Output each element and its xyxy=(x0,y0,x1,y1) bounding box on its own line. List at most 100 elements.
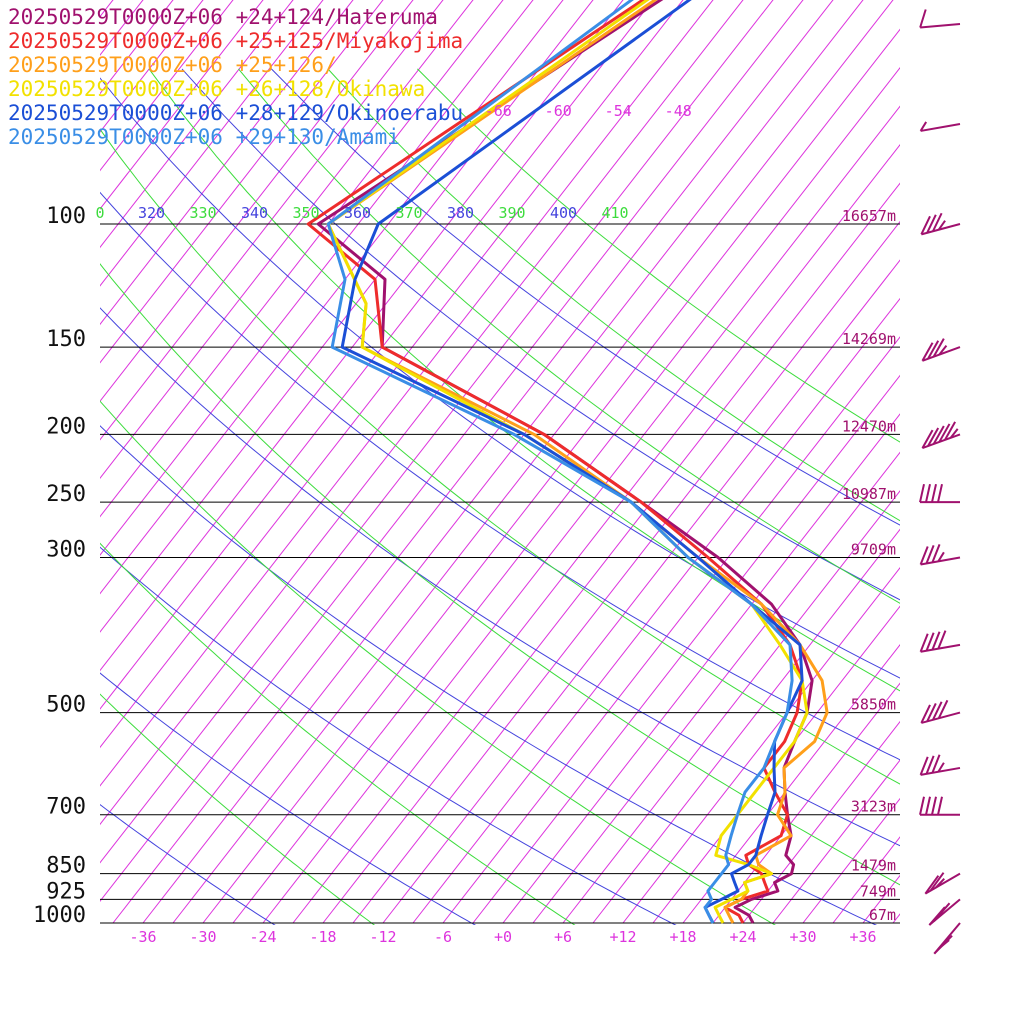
wind-barbs xyxy=(919,9,961,955)
isotherm-line xyxy=(742,720,900,924)
height-label: 9709m xyxy=(851,541,896,559)
moist-adiabat-line xyxy=(238,68,900,604)
pressure-label: 200 xyxy=(46,414,86,439)
x-tick-label: +30 xyxy=(789,928,816,946)
wind-barb-flag xyxy=(919,121,928,132)
wind-barb-flag xyxy=(931,754,941,774)
x-tick-label: +36 xyxy=(849,928,876,946)
isotherm-line xyxy=(802,797,900,924)
wind-barb-flag xyxy=(937,551,945,562)
wind-barb-flag xyxy=(924,875,940,895)
wind-barb-flag xyxy=(937,483,943,503)
isotherm-line xyxy=(832,836,900,924)
wind-barb-flag xyxy=(919,756,929,776)
isotherm-line xyxy=(142,0,864,924)
x-tick-label: +24 xyxy=(729,928,756,946)
dry-adiabat-line xyxy=(100,307,900,847)
legend-entry: 20250529T0000Z+06 +24+124/Hateruma xyxy=(8,5,438,29)
x-tick-label: +18 xyxy=(669,928,696,946)
wind-barb xyxy=(919,796,960,816)
isotherm-top-label: -60 xyxy=(545,102,572,120)
x-tick-label: +0 xyxy=(494,928,512,946)
dry-adiabat-line xyxy=(100,191,900,761)
isotherm-line xyxy=(292,143,900,924)
isotherm-top-label: -48 xyxy=(665,102,692,120)
pressure-label: 925 xyxy=(46,879,86,904)
axis-labels: 100 16657m 150 14269m 200 12470m 250 10987m 300 9… xyxy=(33,102,896,946)
dry-adiabat-line xyxy=(100,803,276,925)
wind-barb xyxy=(920,699,961,724)
isotherm-line xyxy=(100,0,354,326)
legend: 20250529T0000Z+06 +24+124/Hateruma202505… xyxy=(8,5,463,149)
height-label: 1479m xyxy=(851,857,896,875)
wind-barb-flag xyxy=(937,220,946,231)
wind-barb-flag xyxy=(937,796,943,815)
wind-barb-flag xyxy=(925,755,935,775)
wind-barb-flag xyxy=(938,423,951,443)
theta-label: 410 xyxy=(601,204,628,222)
wind-barb-flag xyxy=(927,340,940,360)
isotherm-line xyxy=(100,0,294,249)
x-tick-label: -30 xyxy=(189,928,216,946)
pressure-label: 500 xyxy=(46,693,86,718)
isotherm-line xyxy=(100,0,234,172)
theta-label: 400 xyxy=(550,204,577,222)
wind-barb-flag xyxy=(925,796,931,815)
theta-label: 390 xyxy=(498,204,525,222)
isotherm-line xyxy=(0,0,7,923)
height-label: 749m xyxy=(860,882,896,900)
height-label: 14269m xyxy=(842,330,896,348)
x-tick-label: -36 xyxy=(129,928,156,946)
isotherm-line xyxy=(1013,0,1024,923)
moist-adiabat-line xyxy=(100,542,576,925)
isotherm-line xyxy=(412,297,900,924)
wind-barb xyxy=(919,121,961,132)
pressure-label: 1000 xyxy=(33,903,86,928)
wind-barb-flag xyxy=(920,704,931,724)
height-label: 3123m xyxy=(851,798,896,816)
wind-barb xyxy=(919,544,961,566)
moist-adiabat-line xyxy=(100,400,776,925)
wind-barb-flag xyxy=(937,939,950,950)
theta-label: 340 xyxy=(241,204,268,222)
wind-barb-flag xyxy=(937,699,949,719)
height-label: 10987m xyxy=(842,485,896,503)
isotherm-line xyxy=(232,67,900,924)
theta-label: 0 xyxy=(95,204,104,222)
theta-label: 370 xyxy=(395,204,422,222)
isotherm-line xyxy=(772,759,900,924)
wind-barb-flag xyxy=(932,338,945,358)
wind-barb xyxy=(920,212,961,236)
isotherm-line xyxy=(100,0,594,633)
wind-barb-flag xyxy=(937,630,947,650)
wind-barb-flag xyxy=(935,877,945,889)
dry-adiabat-line xyxy=(271,68,900,526)
wind-barb-flag xyxy=(921,342,934,362)
height-label: 5850m xyxy=(851,696,896,714)
wind-barb xyxy=(919,483,960,504)
isotherm-line xyxy=(923,0,1024,923)
wind-barb-flag xyxy=(931,796,937,815)
wind-barb-staff xyxy=(920,123,961,132)
legend-entry: 20250529T0000Z+06 +26+128/Okinawa xyxy=(8,77,425,101)
legend-entry: 20250529T0000Z+06 +25+125/Miyakojima xyxy=(8,29,463,53)
wind-barb-flag xyxy=(932,701,943,721)
wind-barb-flag xyxy=(937,762,945,773)
wind-barb-flag xyxy=(919,633,929,653)
isotherm-top-label: -66 xyxy=(485,102,512,120)
height-label: 67m xyxy=(869,906,896,924)
isotherm-line xyxy=(442,336,900,924)
wind-barb-flag xyxy=(926,702,937,722)
theta-label: 320 xyxy=(138,204,165,222)
series-line-5 xyxy=(326,0,794,924)
isotherm-line xyxy=(100,0,444,441)
wind-barb-staff xyxy=(920,23,961,29)
isotherm-line xyxy=(100,0,654,710)
wind-barb-flag xyxy=(925,483,931,503)
isotherm-line xyxy=(100,0,504,518)
wind-barb-flag xyxy=(921,429,934,449)
isotherm-line xyxy=(100,0,804,903)
wind-barb-flag xyxy=(949,428,959,439)
series-line-4 xyxy=(340,0,804,924)
height-label: 16657m xyxy=(842,207,896,225)
